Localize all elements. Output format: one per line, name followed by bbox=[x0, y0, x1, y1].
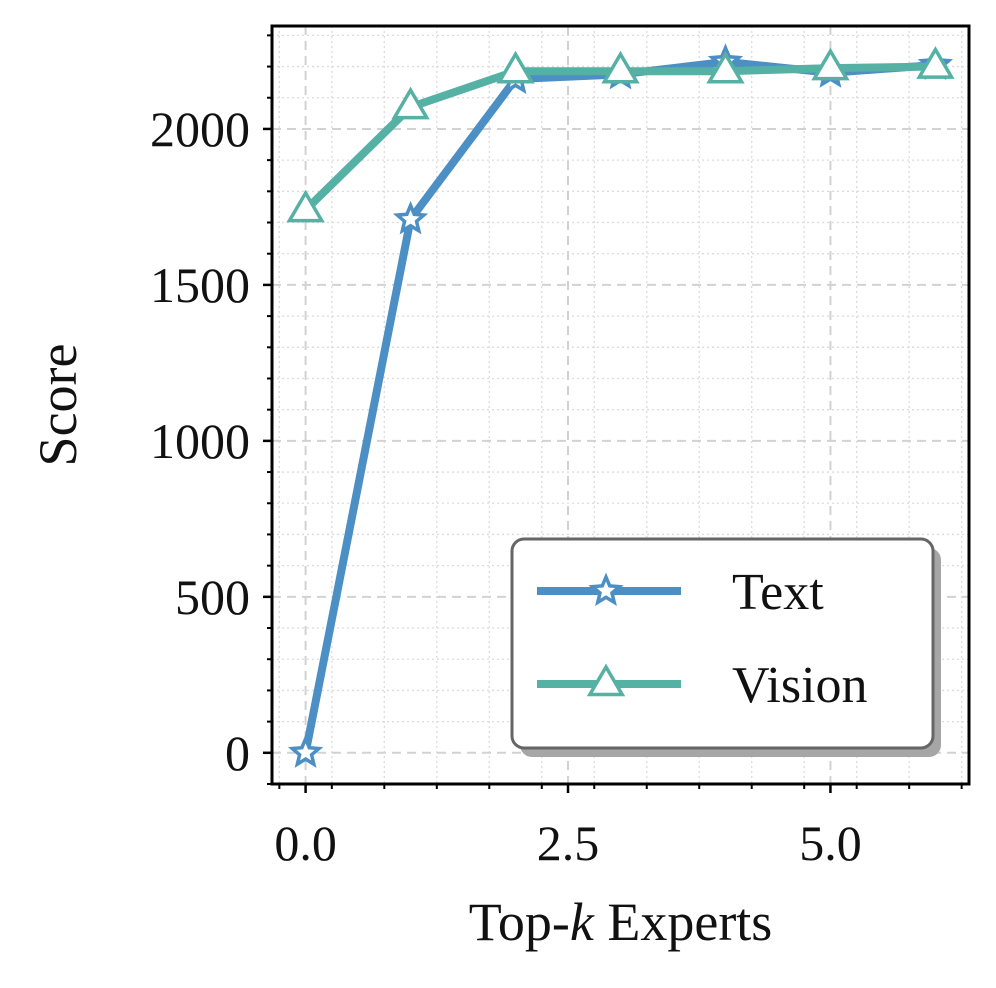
x-axis-title-prefix: Top- bbox=[469, 892, 570, 952]
legend: Text Vision bbox=[510, 537, 941, 757]
triangle-marker bbox=[391, 86, 430, 120]
series-layer bbox=[286, 43, 955, 768]
x-axis-title-suffix: Experts bbox=[594, 892, 772, 952]
legend-entry-text: Text bbox=[537, 564, 824, 621]
y-axis-title: Score bbox=[28, 344, 88, 467]
series-vision bbox=[286, 46, 955, 223]
legend-box bbox=[510, 537, 935, 750]
y-tick-label: 2000 bbox=[150, 101, 250, 157]
triangle-marker bbox=[601, 50, 640, 84]
triangle-marker bbox=[496, 50, 535, 84]
triangle-marker bbox=[916, 46, 955, 79]
star-marker bbox=[287, 734, 324, 768]
y-tick-label: 1000 bbox=[150, 413, 250, 469]
x-tick-label: 0.0 bbox=[274, 815, 337, 871]
plot-frame bbox=[270, 24, 971, 786]
legend-entry-vision: Vision bbox=[537, 657, 868, 714]
triangle-marker bbox=[811, 47, 850, 81]
axis-ticks: 0.0 2.5 5.0 0 500 1000 1500 2000 bbox=[150, 34, 963, 871]
legend-entries: Text Vision bbox=[537, 564, 868, 714]
triangle-marker bbox=[586, 663, 626, 697]
x-tick-label: 5.0 bbox=[799, 815, 862, 871]
y-tick-label: 0 bbox=[225, 725, 250, 781]
triangle-marker bbox=[706, 50, 745, 84]
x-axis-title: Top-k Experts bbox=[469, 892, 773, 952]
star-marker bbox=[588, 572, 624, 607]
x-tick-label: 2.5 bbox=[537, 815, 600, 871]
y-tick-label: 1500 bbox=[150, 257, 250, 313]
legend-label: Text bbox=[732, 564, 824, 621]
legend-label: Vision bbox=[732, 657, 868, 714]
y-tick-label: 500 bbox=[175, 569, 250, 625]
series-line-vision bbox=[301, 62, 940, 215]
x-axis-title-k: k bbox=[570, 892, 595, 952]
star-marker bbox=[392, 200, 429, 235]
triangle-marker bbox=[286, 189, 325, 223]
